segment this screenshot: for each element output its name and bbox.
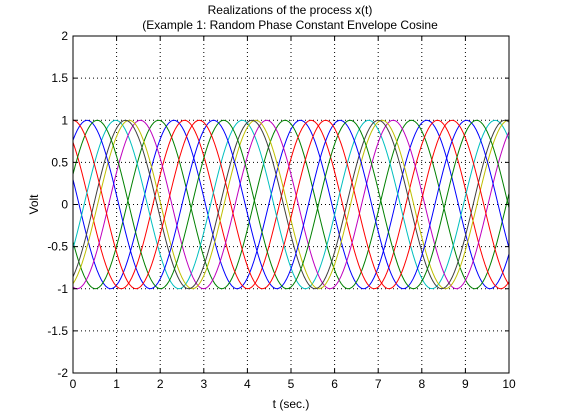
series-line-1 [72, 119, 510, 290]
x-tick-label: 6 [331, 377, 338, 391]
x-tick-label: 2 [157, 377, 164, 391]
series-group [72, 119, 510, 290]
y-tick-label: 0.5 [51, 155, 68, 169]
x-tick-label: 4 [244, 377, 251, 391]
x-tick-label: 1 [113, 377, 120, 391]
series-line-10 [72, 119, 510, 290]
x-tick-label: 3 [200, 377, 207, 391]
x-tick-label: 9 [462, 377, 469, 391]
series-line-3 [72, 119, 510, 290]
ticks: 0 1 2 3 4 5 6 7 8 9 10 -2 -1.5 -1 -0.5 0 0.5 1 1.5 2 [47, 29, 516, 391]
y-tick-label: -0.5 [47, 240, 68, 254]
y-tick-label: -1 [57, 282, 68, 296]
y-tick-label: -1.5 [47, 324, 68, 338]
grid [73, 36, 509, 373]
series-line-5 [72, 119, 510, 290]
y-tick-label: -2 [57, 366, 68, 380]
x-tick-label: 5 [288, 377, 295, 391]
y-tick-label: 2 [61, 29, 68, 43]
chart-title-line-2: (Example 1: Random Phase Constant Envelo… [142, 18, 438, 32]
x-tick-label: 8 [418, 377, 425, 391]
chart-title: Realizations of the process x(t) (Exampl… [142, 3, 438, 32]
x-axis-label: t (sec.) [273, 397, 310, 411]
series-line-7 [72, 119, 510, 290]
x-tick-label: 7 [375, 377, 382, 391]
y-tick-label: 0 [61, 198, 68, 212]
y-axis-label: Volt [27, 194, 41, 215]
x-tick-label: 0 [70, 377, 77, 391]
x-tick-label: 10 [502, 377, 516, 391]
series-line-8 [72, 119, 510, 290]
series-line-9 [72, 119, 510, 290]
series-line-6 [72, 119, 510, 290]
y-tick-label: 1 [61, 113, 68, 127]
series-line-2 [72, 119, 510, 290]
y-tick-label: 1.5 [51, 71, 68, 85]
chart-title-line-1: Realizations of the process x(t) [208, 3, 373, 17]
